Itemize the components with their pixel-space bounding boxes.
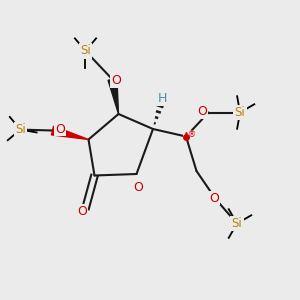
Text: O: O <box>78 205 87 218</box>
Text: •®: •® <box>184 130 197 140</box>
Text: H: H <box>158 92 168 106</box>
Text: Si: Si <box>15 123 26 136</box>
Text: O: O <box>197 105 207 119</box>
Text: O: O <box>210 191 219 205</box>
Text: O: O <box>133 181 143 194</box>
Text: Si: Si <box>80 44 91 58</box>
Polygon shape <box>51 126 88 140</box>
Text: Si: Si <box>235 106 245 119</box>
Text: Si: Si <box>232 217 242 230</box>
Text: O: O <box>55 122 65 136</box>
Text: O: O <box>111 74 121 88</box>
Polygon shape <box>108 79 119 114</box>
